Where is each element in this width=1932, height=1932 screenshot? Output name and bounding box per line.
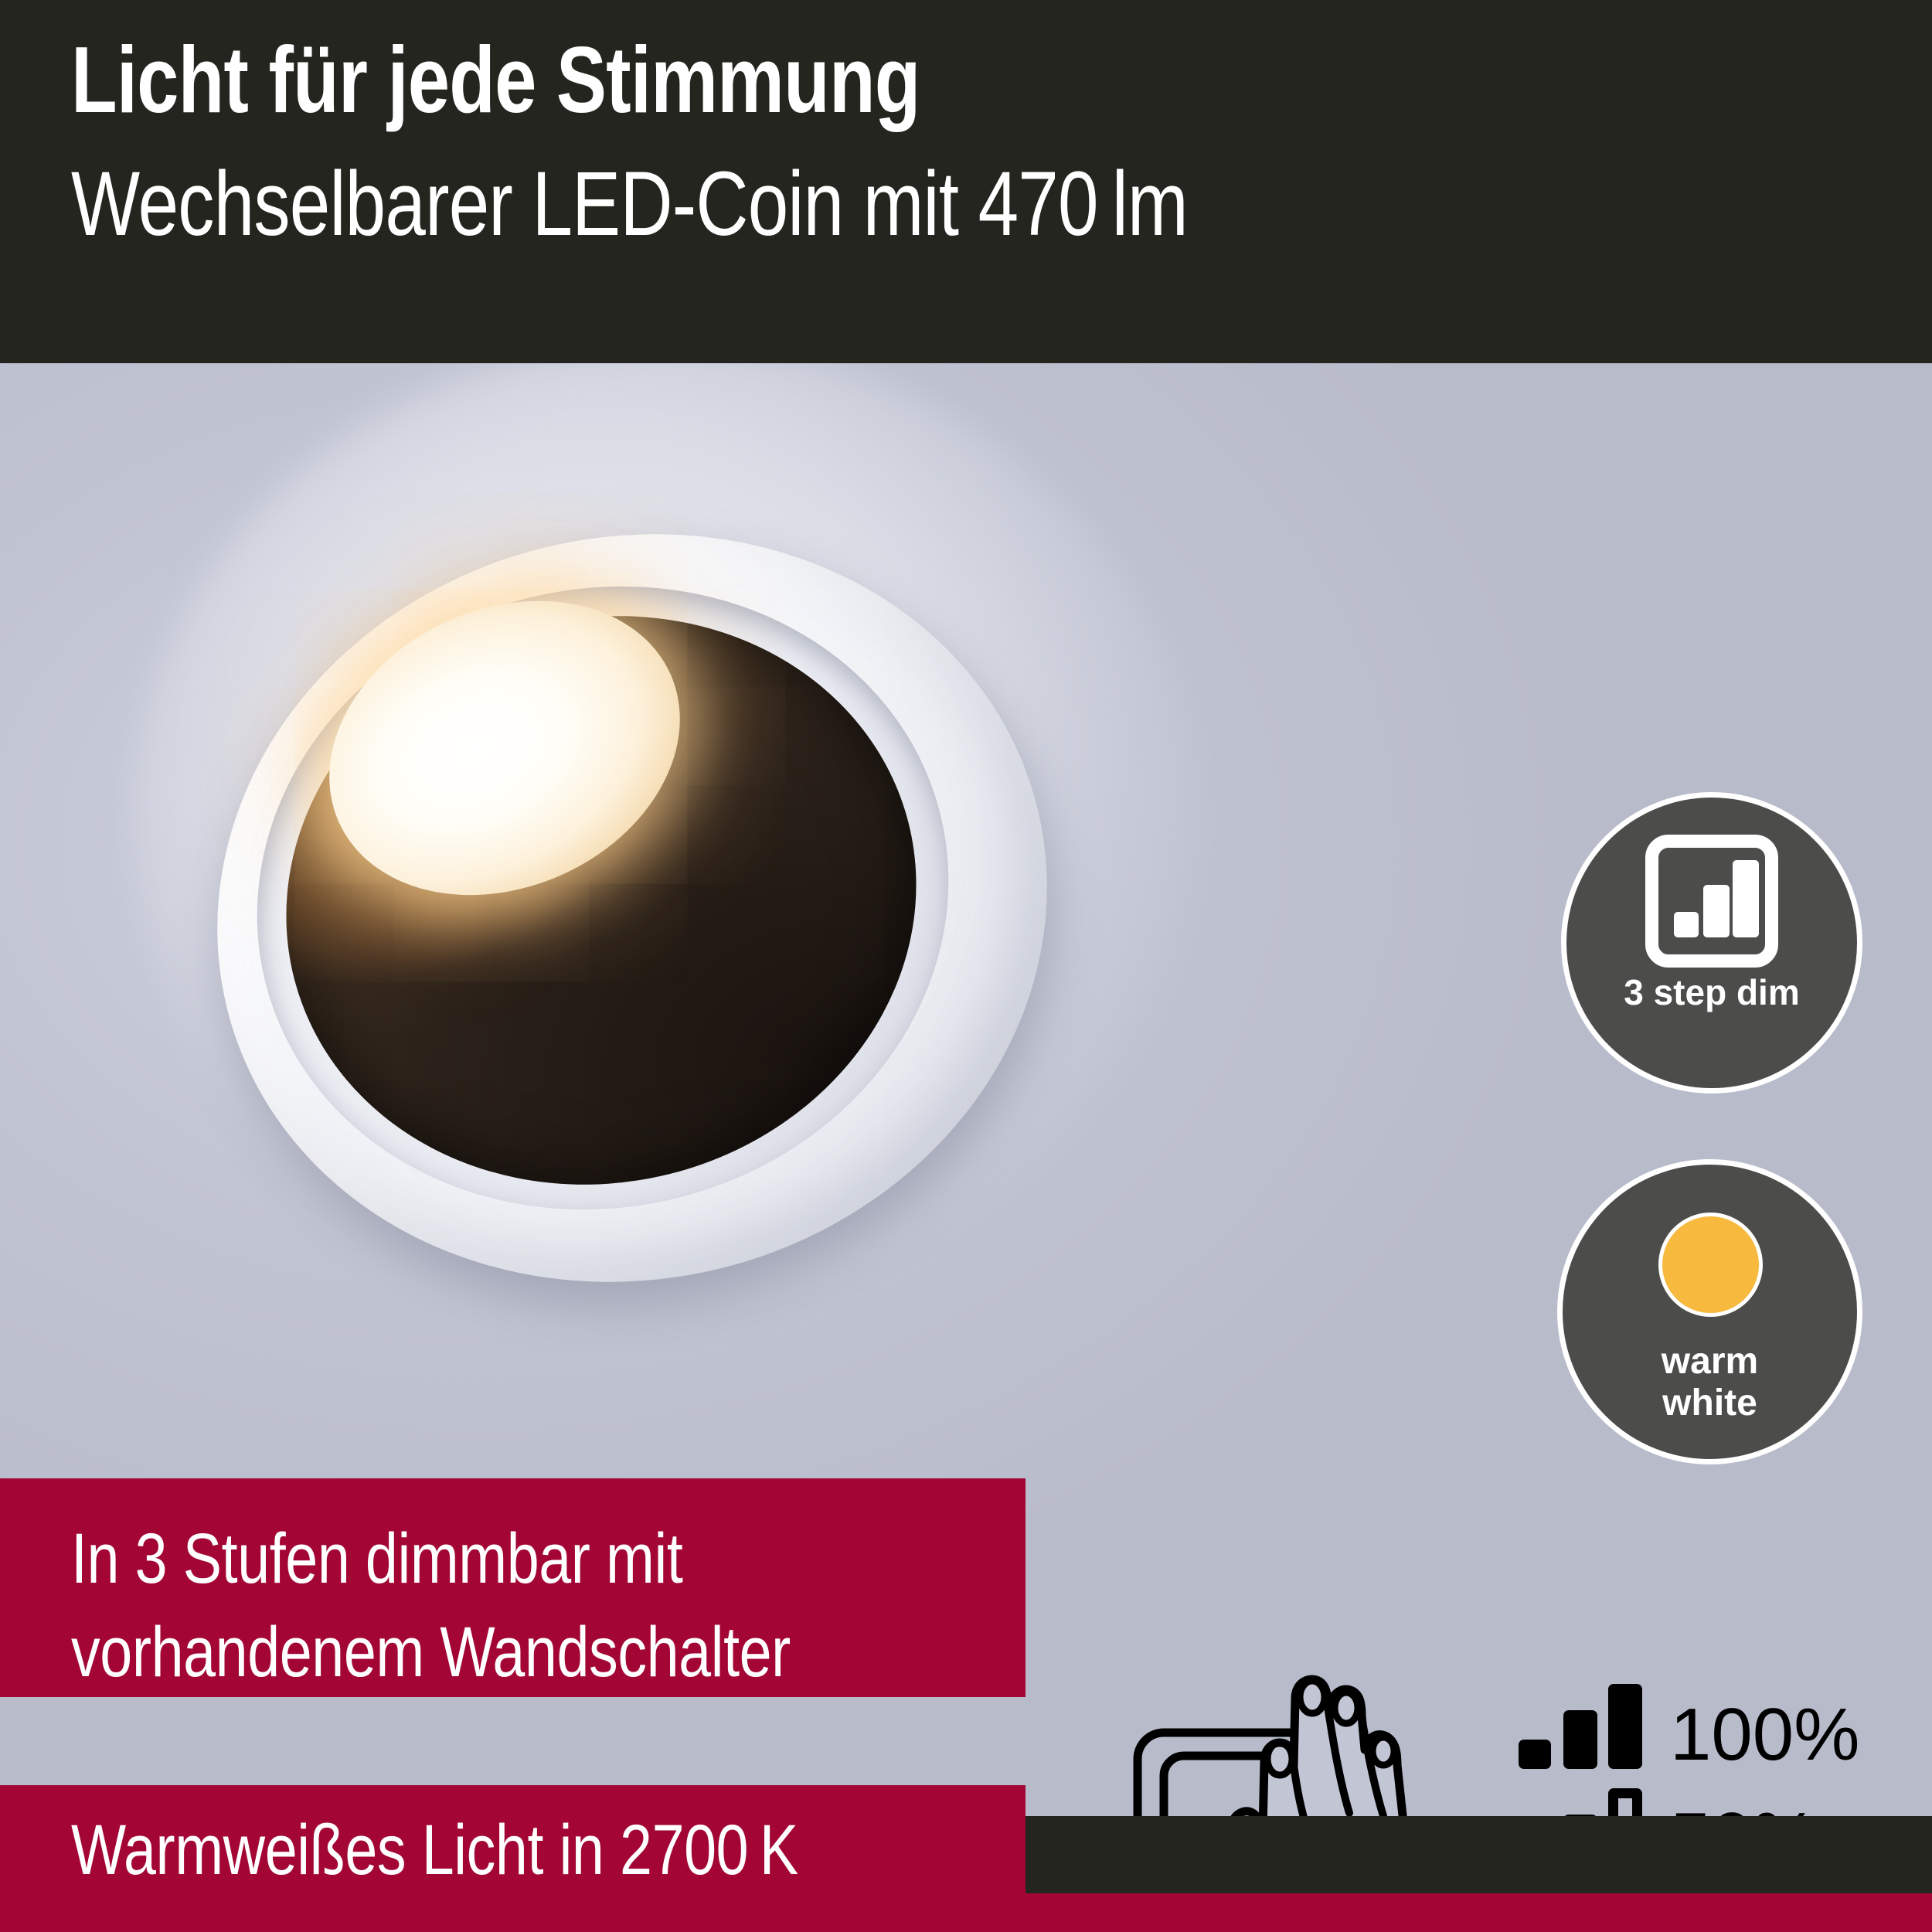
badge-label-three-step-dim: 3 step dim: [1624, 972, 1800, 1012]
color-dot-icon: [1658, 1213, 1763, 1317]
footer-dark-block: [1026, 1816, 1932, 1893]
banner-dimmable-line2: vorhandenem Wandschalter: [71, 1613, 791, 1692]
banner-dimmable-text: In 3 Stufen dimmbar mit vorhandenem Wand…: [71, 1512, 791, 1700]
bar-steps-icon: [1645, 835, 1778, 968]
header-bar: Licht für jede Stimmung Wechselbarer LED…: [0, 0, 1932, 363]
badge-warm-white[interactable]: warm white: [1557, 1159, 1862, 1464]
bar-steps-icon-bar-3: [1733, 860, 1759, 937]
bar-steps-icon-bar-1: [1674, 912, 1699, 937]
badge-three-step-dim[interactable]: 3 step dim: [1561, 792, 1862, 1094]
dim-bar-3: [1608, 1684, 1642, 1769]
banner-dimmable: In 3 Stufen dimmbar mit vorhandenem Wand…: [0, 1478, 1026, 1697]
page-title: Licht für jede Stimmung: [71, 27, 920, 132]
dim-level-bars-100: [1519, 1684, 1658, 1769]
badge-label-warm-white-line1: warm: [1661, 1341, 1759, 1382]
bar-steps-icon-bar-2: [1703, 885, 1730, 937]
badge-label-warm-white-line2: white: [1662, 1382, 1757, 1423]
page-subtitle: Wechselbarer LED-Coin mit 470 lm: [71, 153, 1189, 255]
banner-dimmable-line1: In 3 Stufen dimmbar mit: [71, 1519, 683, 1598]
banner-warm-light: Warmweißes Licht in 2700 K: [0, 1785, 1026, 1932]
dim-bar-2: [1563, 1710, 1597, 1769]
dim-bar-1: [1519, 1740, 1551, 1769]
banner-warm-light-text: Warmweißes Licht in 2700 K: [71, 1811, 798, 1889]
dim-level-label-100: 100%: [1670, 1693, 1860, 1776]
badge-label-warm-white: warm white: [1563, 1341, 1857, 1424]
dim-level-row-100: 100%: [1519, 1677, 1920, 1774]
